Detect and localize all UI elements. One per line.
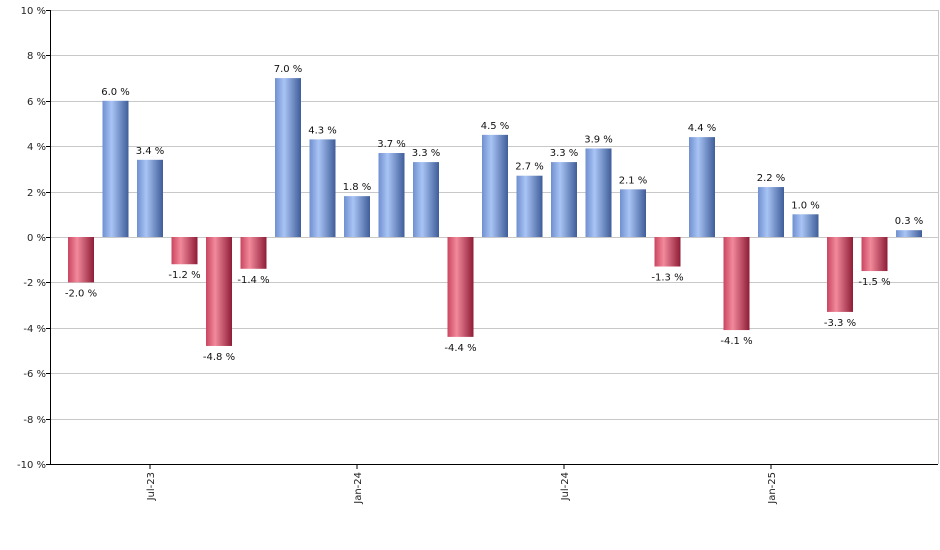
- bar-value-label: 2.2 %: [757, 173, 786, 184]
- bar-value-label: 1.0 %: [791, 200, 820, 211]
- bar-value-label: -1.3 %: [651, 273, 683, 284]
- bar: [792, 214, 819, 237]
- bar: [482, 134, 508, 237]
- bar: [758, 187, 784, 237]
- bar: [344, 196, 370, 237]
- y-tick-label: 10 %: [21, 6, 46, 17]
- bar-value-label: 3.3 %: [550, 148, 579, 159]
- y-tick-label: 2 %: [27, 188, 46, 199]
- bar: [585, 148, 612, 237]
- bar: [723, 237, 750, 331]
- y-tick-label: -4 %: [23, 324, 46, 335]
- bar: [171, 237, 198, 265]
- bar: [137, 159, 163, 237]
- bar-value-label: -2.0 %: [65, 288, 97, 299]
- bar: [689, 137, 715, 237]
- bars: [68, 78, 922, 346]
- bar-value-label: -1.2 %: [168, 270, 200, 281]
- bar: [827, 237, 853, 312]
- bar-value-label: 4.5 %: [481, 121, 510, 132]
- bar-value-label: 4.3 %: [308, 125, 337, 136]
- bar-value-label: -4.4 %: [444, 343, 476, 354]
- y-tick-label: -6 %: [23, 369, 46, 380]
- bar-value-label: 3.4 %: [136, 146, 165, 157]
- bar: [102, 100, 129, 237]
- bar: [275, 78, 301, 237]
- x-tick-label: Jul-23: [146, 472, 157, 501]
- y-tick-label: 8 %: [27, 51, 46, 62]
- y-tick-label: 6 %: [27, 97, 46, 108]
- y-tick-label: -2 %: [23, 278, 46, 289]
- bar: [240, 237, 267, 269]
- bar-value-label: 3.3 %: [412, 148, 441, 159]
- bar-value-label: 2.1 %: [619, 175, 648, 186]
- bar-value-label: 3.7 %: [377, 139, 406, 150]
- bar: [68, 237, 94, 283]
- bar-value-label: 0.3 %: [895, 216, 924, 227]
- bar: [309, 139, 336, 237]
- bar: [654, 237, 681, 267]
- bar-value-label: -3.3 %: [824, 318, 856, 329]
- bar: [551, 162, 577, 237]
- bar-value-label: 7.0 %: [274, 64, 303, 75]
- bar: [896, 230, 922, 237]
- bar: [378, 153, 405, 237]
- y-tick-label: -10 %: [17, 460, 46, 471]
- bar-value-label: 6.0 %: [101, 87, 130, 98]
- bar: [861, 237, 888, 272]
- bar-value-label: -4.8 %: [203, 352, 235, 363]
- bar-value-label: -1.4 %: [237, 275, 269, 286]
- x-tick-label: Jul-24: [560, 472, 571, 501]
- bar-value-label: -4.1 %: [720, 336, 752, 347]
- bar-value-label: 4.4 %: [688, 123, 717, 134]
- bar-value-label: 3.9 %: [584, 134, 613, 145]
- bar-value-label: -1.5 %: [858, 277, 890, 288]
- labels: 10 % 8 % 6 % 4 % 2 % 0 % -2 % -4 % -6 % -8 % -10 %…: [17, 6, 923, 505]
- bar: [516, 175, 543, 237]
- bar: [413, 162, 439, 237]
- y-tick-label: 0 %: [27, 233, 46, 244]
- bar-value-label: 1.8 %: [343, 182, 372, 193]
- y-tick-label: 4 %: [27, 142, 46, 153]
- axes: [46, 10, 938, 469]
- bar: [447, 237, 474, 337]
- x-tick-label: Jan-24: [353, 472, 364, 505]
- bar-value-label: 2.7 %: [515, 162, 544, 173]
- y-tick-label: -8 %: [23, 415, 46, 426]
- x-tick-label: Jan-25: [767, 472, 778, 505]
- bar: [206, 237, 232, 346]
- bar: [620, 189, 646, 237]
